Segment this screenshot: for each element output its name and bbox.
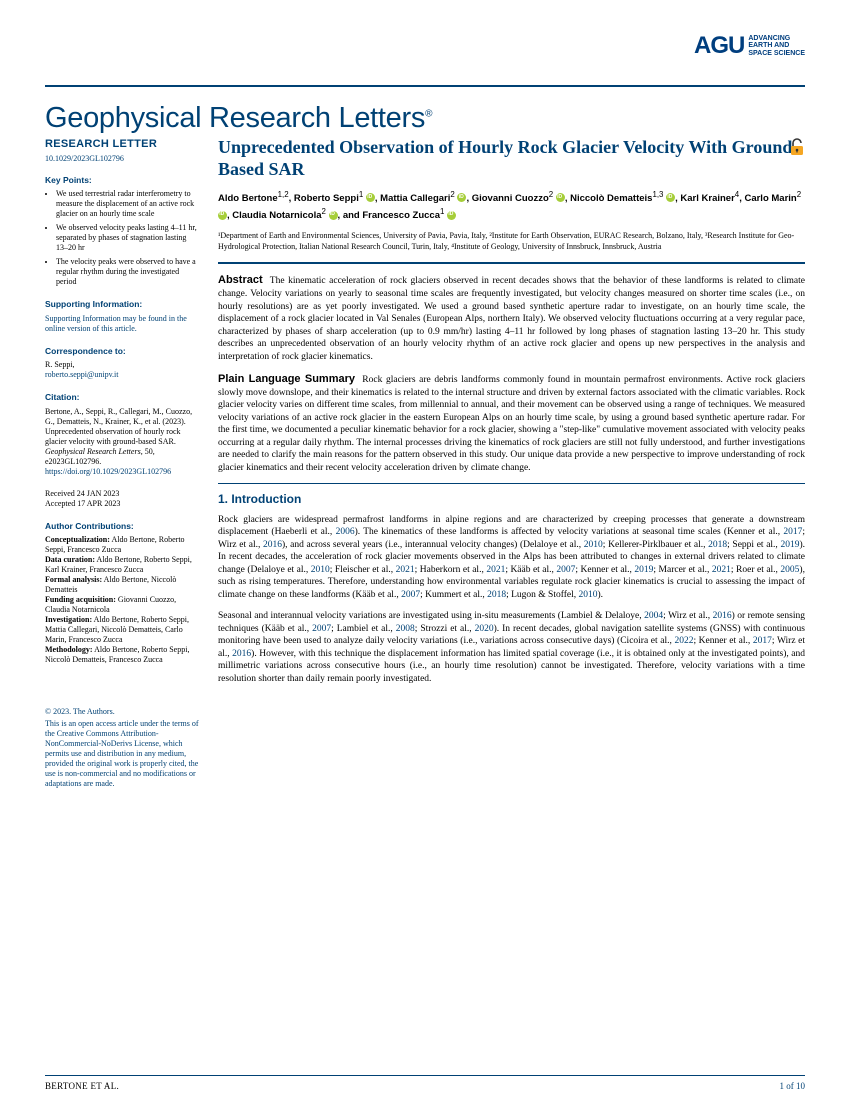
- open-access-icon: [789, 138, 805, 161]
- supporting-info-text[interactable]: Supporting Information may be found in t…: [45, 314, 200, 334]
- article-title: Unprecedented Observation of Hourly Rock…: [218, 137, 805, 181]
- key-points-list: We used terrestrial radar interferometry…: [45, 189, 200, 287]
- copyright: © 2023. The Authors.: [45, 707, 200, 717]
- publisher-logo: AGU ADVANCING EARTH AND SPACE SCIENCE: [694, 30, 805, 62]
- abstract: Abstract The kinematic acceleration of r…: [218, 273, 805, 363]
- citation-link[interactable]: 2020: [475, 624, 494, 634]
- received-date: Received 24 JAN 2023: [45, 489, 200, 499]
- plain-language-summary: Plain Language Summary Rock glaciers are…: [218, 372, 805, 474]
- citation-link[interactable]: 2006: [336, 527, 355, 537]
- sidebar: RESEARCH LETTER 10.1029/2023GL102796 Key…: [45, 137, 200, 801]
- contributions: Conceptualization: Aldo Bertone, Roberto…: [45, 535, 200, 665]
- citation-link[interactable]: 2005: [780, 565, 799, 575]
- supporting-info-label: Supporting Information:: [45, 299, 200, 310]
- orcid-icon[interactable]: [556, 193, 565, 202]
- citation-label: Citation:: [45, 392, 200, 403]
- agu-tagline: ADVANCING EARTH AND SPACE SCIENCE: [748, 35, 805, 58]
- orcid-icon[interactable]: [218, 211, 227, 220]
- key-point: We used terrestrial radar interferometry…: [56, 189, 200, 219]
- citation-link[interactable]: 2004: [644, 611, 663, 621]
- main-column: Unprecedented Observation of Hourly Rock…: [218, 137, 805, 801]
- accepted-date: Accepted 17 APR 2023: [45, 499, 200, 509]
- top-rule: [45, 85, 805, 87]
- article-type: RESEARCH LETTER: [45, 137, 200, 152]
- citation-link[interactable]: 2010: [584, 540, 603, 550]
- body-paragraph: Seasonal and interannual velocity variat…: [218, 610, 805, 685]
- page-number: 1 of 10: [780, 1080, 806, 1092]
- license-text: This is an open access article under the…: [45, 719, 200, 789]
- citation-link[interactable]: 2007: [556, 565, 575, 575]
- citation-link[interactable]: 2010: [579, 590, 598, 600]
- citation-doi-link[interactable]: https://doi.org/10.1029/2023GL102796: [45, 467, 171, 476]
- citation-link[interactable]: 2010: [311, 565, 330, 575]
- citation-text: Bertone, A., Seppi, R., Callegari, M., C…: [45, 407, 200, 477]
- section-rule: [218, 483, 805, 484]
- key-point: We observed velocity peaks lasting 4–11 …: [56, 223, 200, 253]
- citation-link[interactable]: 2021: [396, 565, 415, 575]
- correspondence-email[interactable]: roberto.seppi@unipv.it: [45, 370, 200, 380]
- citation-link[interactable]: 2017: [783, 527, 802, 537]
- journal-name: Geophysical Research Letters®: [45, 99, 805, 138]
- page-footer: BERTONE ET AL. 1 of 10: [45, 1075, 805, 1092]
- citation-link[interactable]: 2007: [401, 590, 420, 600]
- citation-link[interactable]: 2017: [753, 636, 772, 646]
- orcid-icon[interactable]: [457, 193, 466, 202]
- doi: 10.1029/2023GL102796: [45, 154, 200, 165]
- body-paragraph: Rock glaciers are widespread permafrost …: [218, 514, 805, 602]
- citation-link[interactable]: 2019: [634, 565, 653, 575]
- agu-mark: AGU: [694, 30, 744, 62]
- citation-link[interactable]: 2018: [487, 590, 506, 600]
- citation-link[interactable]: 2016: [232, 649, 251, 659]
- citation-link[interactable]: 2021: [486, 565, 505, 575]
- orcid-icon[interactable]: [366, 193, 375, 202]
- citation-link[interactable]: 2018: [708, 540, 727, 550]
- citation-link[interactable]: 2008: [396, 624, 415, 634]
- author-list: Aldo Bertone1,2, Roberto Seppi1 , Mattia…: [218, 189, 805, 224]
- correspondence-name: R. Seppi,: [45, 360, 200, 370]
- citation-link[interactable]: 2022: [674, 636, 693, 646]
- citation-link[interactable]: 2016: [263, 540, 282, 550]
- correspondence-label: Correspondence to:: [45, 346, 200, 357]
- orcid-icon[interactable]: [329, 211, 338, 220]
- citation-link[interactable]: 2021: [712, 565, 731, 575]
- running-head: BERTONE ET AL.: [45, 1080, 119, 1092]
- orcid-icon[interactable]: [447, 211, 456, 220]
- citation-link[interactable]: 2019: [780, 540, 799, 550]
- affiliations: ¹Department of Earth and Environmental S…: [218, 231, 805, 253]
- citation-link[interactable]: 2007: [312, 624, 331, 634]
- key-points-label: Key Points:: [45, 175, 200, 186]
- title-rule: [218, 262, 805, 264]
- key-point: The velocity peaks were observed to have…: [56, 257, 200, 287]
- section-heading: 1. Introduction: [218, 491, 805, 507]
- contributions-label: Author Contributions:: [45, 521, 200, 532]
- orcid-icon[interactable]: [666, 193, 675, 202]
- citation-link[interactable]: 2016: [713, 611, 732, 621]
